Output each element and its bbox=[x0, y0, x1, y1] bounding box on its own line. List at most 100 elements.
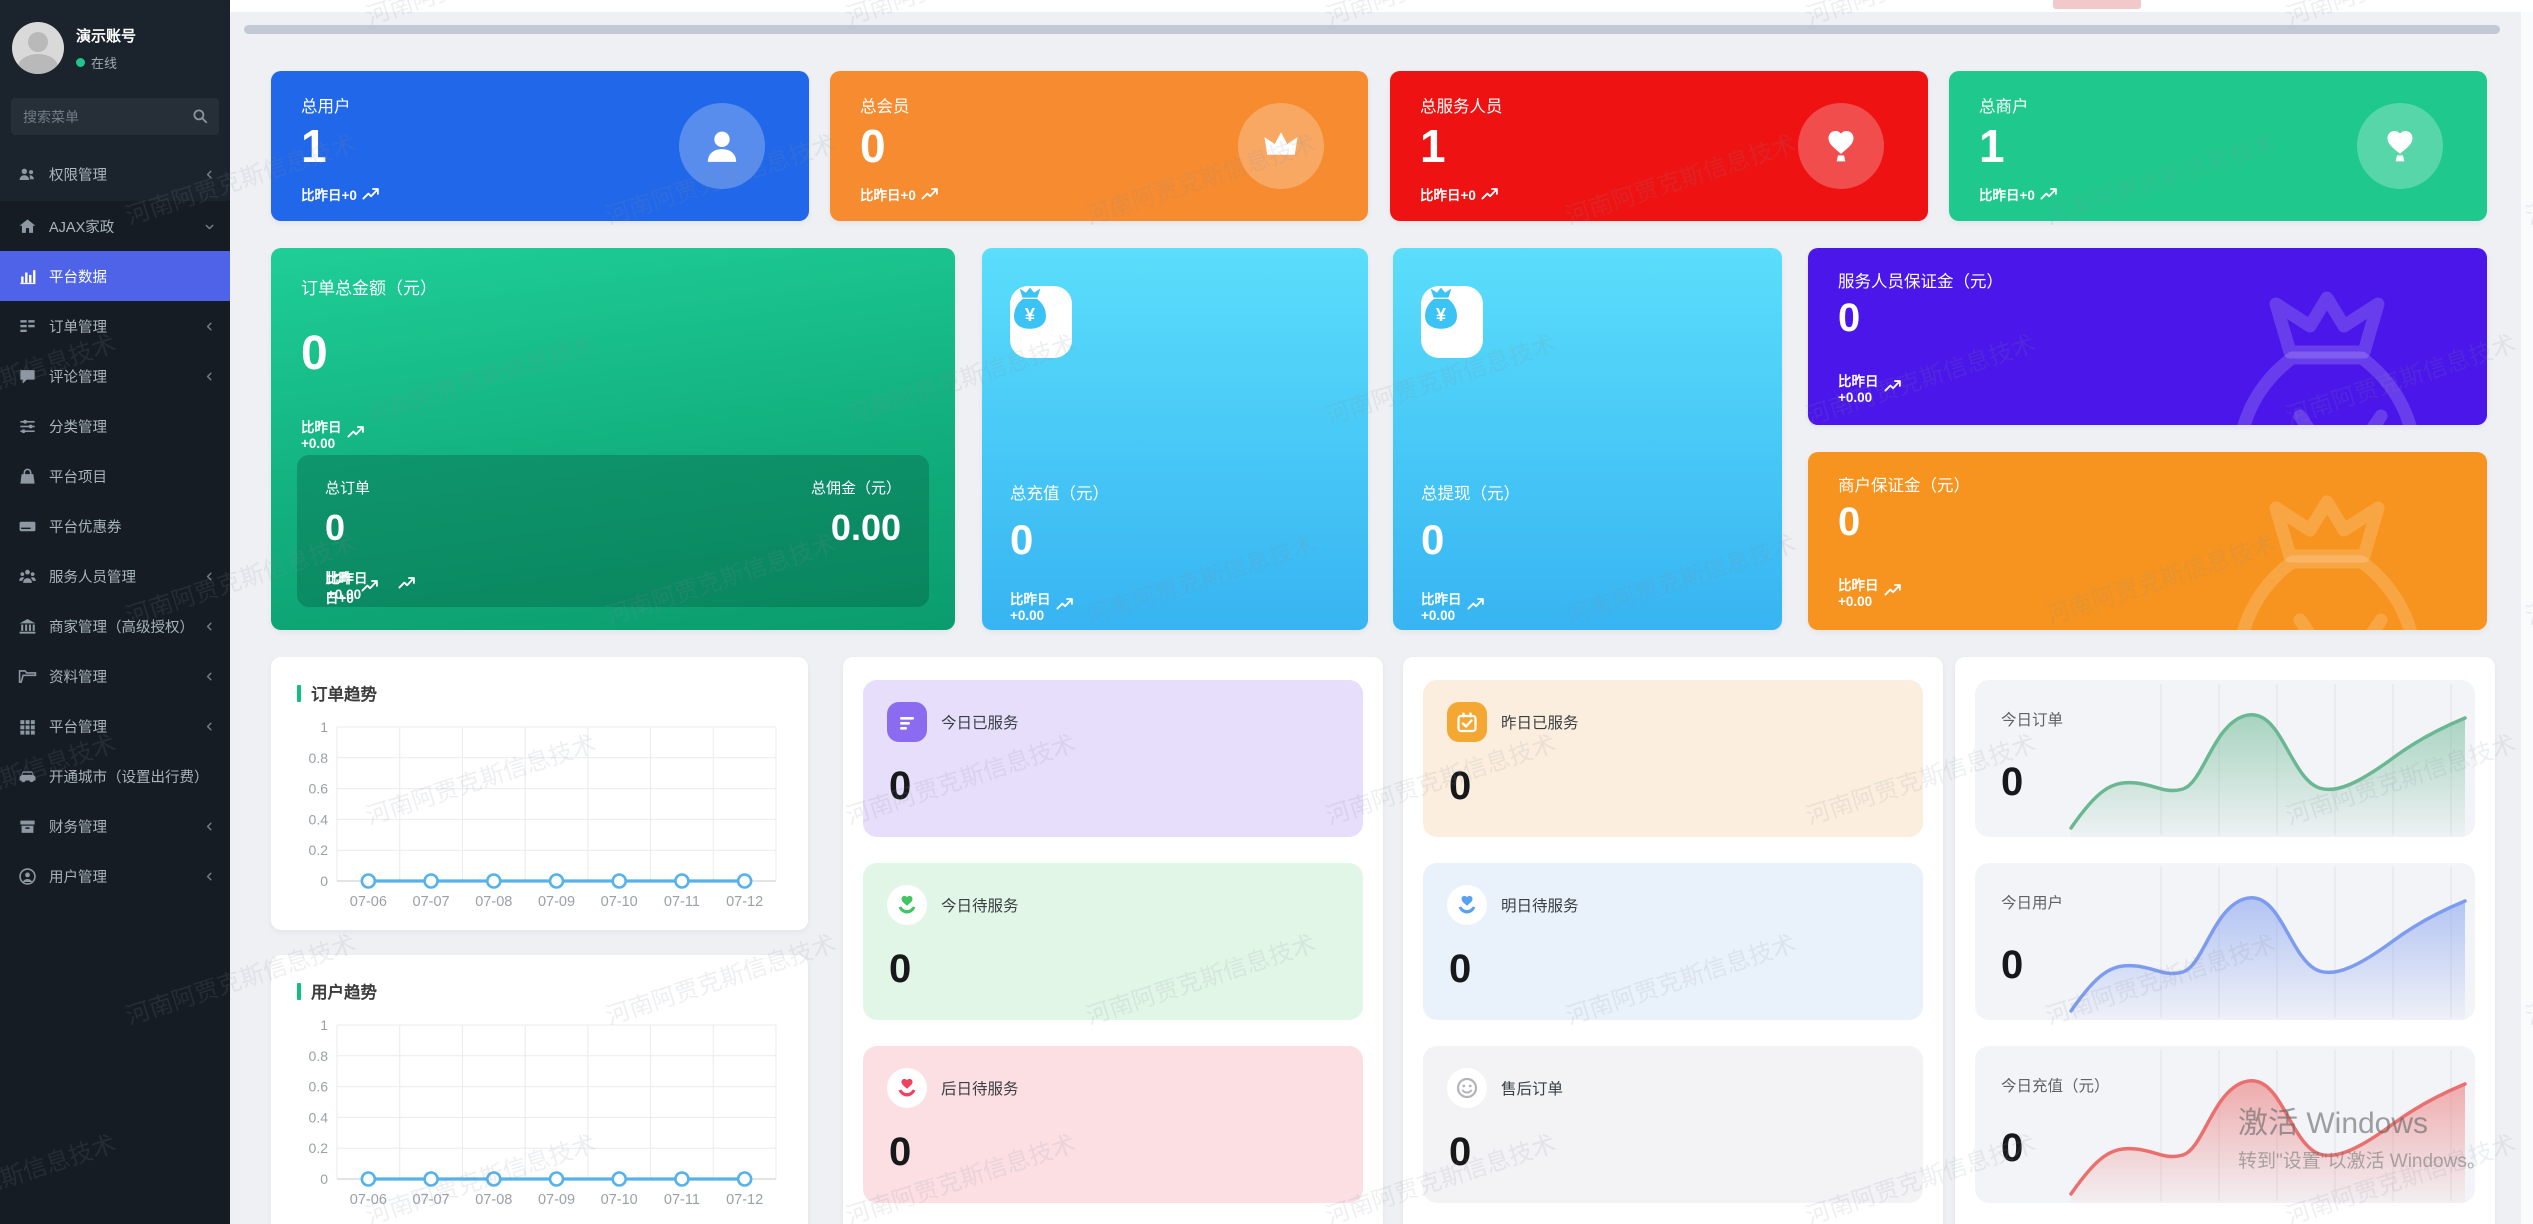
delta-text: 比昨日+0.00 bbox=[1421, 592, 1462, 623]
svg-text:07-08: 07-08 bbox=[475, 894, 512, 910]
sub-title: 总订单 bbox=[325, 480, 371, 497]
card-value: 0 bbox=[1838, 500, 1861, 544]
trend-up-icon bbox=[347, 425, 401, 442]
sidebar-item-平台优惠券[interactable]: 平台优惠券 bbox=[0, 501, 230, 551]
order-subpanel: 总订单 0 比昨日+0 总佣金（元） 0.00 比昨日+0.00 bbox=[297, 455, 929, 607]
document-icon bbox=[887, 702, 927, 742]
service-heart-icon bbox=[2357, 103, 2443, 189]
svg-text:07-12: 07-12 bbox=[726, 1192, 763, 1208]
order-list-icon bbox=[18, 317, 37, 336]
service-card-昨日已服务: 昨日已服务 0 bbox=[1423, 680, 1923, 837]
svg-text:07-09: 07-09 bbox=[538, 1192, 575, 1208]
spark-tile-今日用户: 今日用户 0 bbox=[1975, 863, 2475, 1020]
sidebar-item-资料管理[interactable]: 资料管理 bbox=[0, 651, 230, 701]
card-value: 0 bbox=[1838, 296, 1861, 340]
sidebar-item-财务管理[interactable]: 财务管理 bbox=[0, 801, 230, 851]
card-value: 0 bbox=[1421, 516, 1445, 563]
sub-delta: 比昨日+0.00 bbox=[327, 567, 901, 602]
svg-text:1: 1 bbox=[320, 1017, 328, 1033]
worker-deposit-card: 服务人员保证金（元） 0 比昨日+0.00 bbox=[1808, 248, 2487, 425]
user-trend-chart-card: 用户趋势 0 0.2 0.4 0.6 0.8 1 07-06 07-07 07-08 07-09 0… bbox=[271, 955, 808, 1224]
delta-text: 比昨日+0.00 bbox=[1010, 592, 1051, 623]
sidebar-item-label: 平台优惠券 bbox=[49, 519, 122, 536]
svg-text:¥: ¥ bbox=[1025, 305, 1036, 325]
svg-text:07-08: 07-08 bbox=[475, 1192, 512, 1208]
sidebar-item-label: 订单管理 bbox=[49, 319, 107, 336]
service-card-label: 今日已服务 bbox=[941, 715, 1019, 732]
trend-up-icon bbox=[1056, 597, 1110, 614]
card-value: 1 bbox=[301, 120, 327, 172]
sidebar-item-平台管理[interactable]: 平台管理 bbox=[0, 701, 230, 751]
profile-status-text: 在线 bbox=[91, 55, 118, 71]
service-card-value: 0 bbox=[1449, 947, 1472, 991]
card-delta: 比昨日+0.00 bbox=[1838, 370, 1938, 405]
spark-label: 今日充值（元） bbox=[2001, 1078, 2110, 1095]
svg-text:0.2: 0.2 bbox=[309, 1140, 329, 1156]
card-title: 总会员 bbox=[860, 98, 910, 116]
bank-icon bbox=[18, 617, 37, 636]
svg-text:1: 1 bbox=[320, 719, 328, 735]
sidebar-item-开通城市（设置出行费）[interactable]: 开通城市（设置出行费） bbox=[0, 751, 230, 801]
svg-text:0.4: 0.4 bbox=[309, 1109, 329, 1125]
car-icon bbox=[18, 767, 37, 786]
grid-icon bbox=[18, 717, 37, 736]
money-bag-icon: ¥ bbox=[1421, 286, 1483, 358]
chevron-left-icon bbox=[203, 570, 216, 583]
horizontal-scrollbar[interactable] bbox=[244, 25, 2500, 34]
sidebar-item-label: 评论管理 bbox=[49, 369, 107, 386]
card-value: 1 bbox=[1420, 120, 1446, 172]
sidebar-item-订单管理[interactable]: 订单管理 bbox=[0, 301, 230, 351]
stat-card-总会员: 总会员 0 比昨日+0 bbox=[830, 71, 1368, 221]
card-title: 服务人员保证金（元） bbox=[1838, 273, 2003, 291]
spark-tile-今日订单: 今日订单 0 bbox=[1975, 680, 2475, 837]
service-heart-icon bbox=[1798, 103, 1884, 189]
folder-icon bbox=[18, 667, 37, 686]
profile-name: 演示账号 bbox=[76, 27, 137, 45]
sidebar-item-label: 商家管理（高级授权） bbox=[49, 619, 194, 636]
coupon-icon bbox=[18, 517, 37, 536]
sidebar-item-服务人员管理[interactable]: 服务人员管理 bbox=[0, 551, 230, 601]
vertical-scrollbar-track[interactable] bbox=[2521, 12, 2533, 1224]
sidebar-item-label: 权限管理 bbox=[49, 167, 107, 184]
delta-text: 比昨日+0.00 bbox=[301, 420, 342, 451]
svg-text:07-07: 07-07 bbox=[413, 1192, 450, 1208]
card-value: 0 bbox=[860, 120, 886, 172]
sidebar-item-平台项目[interactable]: 平台项目 bbox=[0, 451, 230, 501]
service-card-label: 今日待服务 bbox=[941, 898, 1019, 915]
svg-text:0.8: 0.8 bbox=[309, 750, 329, 766]
trend-up-icon bbox=[397, 576, 902, 593]
svg-text:0: 0 bbox=[320, 873, 328, 889]
sidebar-item-label: 服务人员管理 bbox=[49, 569, 136, 586]
chevron-left-icon bbox=[203, 720, 216, 733]
sidebar-item-商家管理（高级授权）[interactable]: 商家管理（高级授权） bbox=[0, 601, 230, 651]
chevron-left-icon bbox=[203, 168, 216, 181]
chart-title: 订单趋势 bbox=[311, 686, 377, 704]
svg-text:07-10: 07-10 bbox=[601, 1192, 638, 1208]
sidebar-item-label: 资料管理 bbox=[49, 669, 107, 686]
comment-icon bbox=[18, 367, 37, 386]
sidebar-item-用户管理[interactable]: 用户管理 bbox=[0, 851, 230, 901]
recharge-card: ¥ 总充值（元） 0 比昨日+0.00 bbox=[982, 248, 1368, 630]
sidebar-item-AJAX家政[interactable]: AJAX家政 bbox=[0, 201, 230, 251]
card-title: 总商户 bbox=[1979, 98, 2029, 116]
withdraw-card: ¥ 总提现（元） 0 比昨日+0.00 bbox=[1393, 248, 1782, 630]
merchant-deposit-card: 商户保证金（元） 0 比昨日+0.00 bbox=[1808, 452, 2487, 630]
service-card-售后订单: 售后订单 0 bbox=[1423, 1046, 1923, 1203]
sidebar-item-平台数据[interactable]: 平台数据 bbox=[0, 251, 230, 301]
card-value: 0 bbox=[301, 327, 328, 380]
service-card-value: 0 bbox=[889, 947, 912, 991]
sidebar-item-分类管理[interactable]: 分类管理 bbox=[0, 401, 230, 451]
card-title: 商户保证金（元） bbox=[1838, 477, 1970, 495]
title-marker bbox=[297, 684, 301, 702]
sidebar-item-权限管理[interactable]: 权限管理 bbox=[0, 149, 230, 199]
search-input[interactable] bbox=[11, 98, 219, 135]
card-delta: 比昨日+0 bbox=[1979, 184, 2060, 204]
spark-label: 今日用户 bbox=[2001, 895, 2064, 912]
chevron-down-icon bbox=[203, 220, 216, 233]
sidebar-item-评论管理[interactable]: 评论管理 bbox=[0, 351, 230, 401]
svg-text:07-10: 07-10 bbox=[601, 894, 638, 910]
user-trend-chart: 0 0.2 0.4 0.6 0.8 1 07-06 07-07 07-08 07-09 07-10 0… bbox=[309, 1017, 777, 1208]
menu-search bbox=[11, 98, 219, 135]
svg-text:¥: ¥ bbox=[1436, 305, 1447, 325]
chevron-left-icon bbox=[203, 620, 216, 633]
